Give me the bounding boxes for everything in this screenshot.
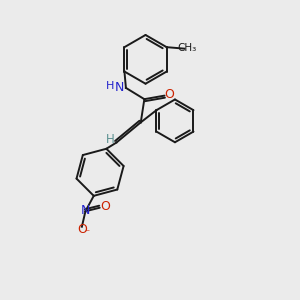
Text: N: N [81,204,90,217]
Text: CH₃: CH₃ [177,43,196,53]
Text: O: O [77,223,87,236]
Text: H: H [106,133,114,146]
Text: N: N [115,81,124,94]
Text: O: O [100,200,110,213]
Text: ⁻: ⁻ [84,228,89,238]
Text: O: O [164,88,174,101]
Text: H: H [106,80,114,91]
